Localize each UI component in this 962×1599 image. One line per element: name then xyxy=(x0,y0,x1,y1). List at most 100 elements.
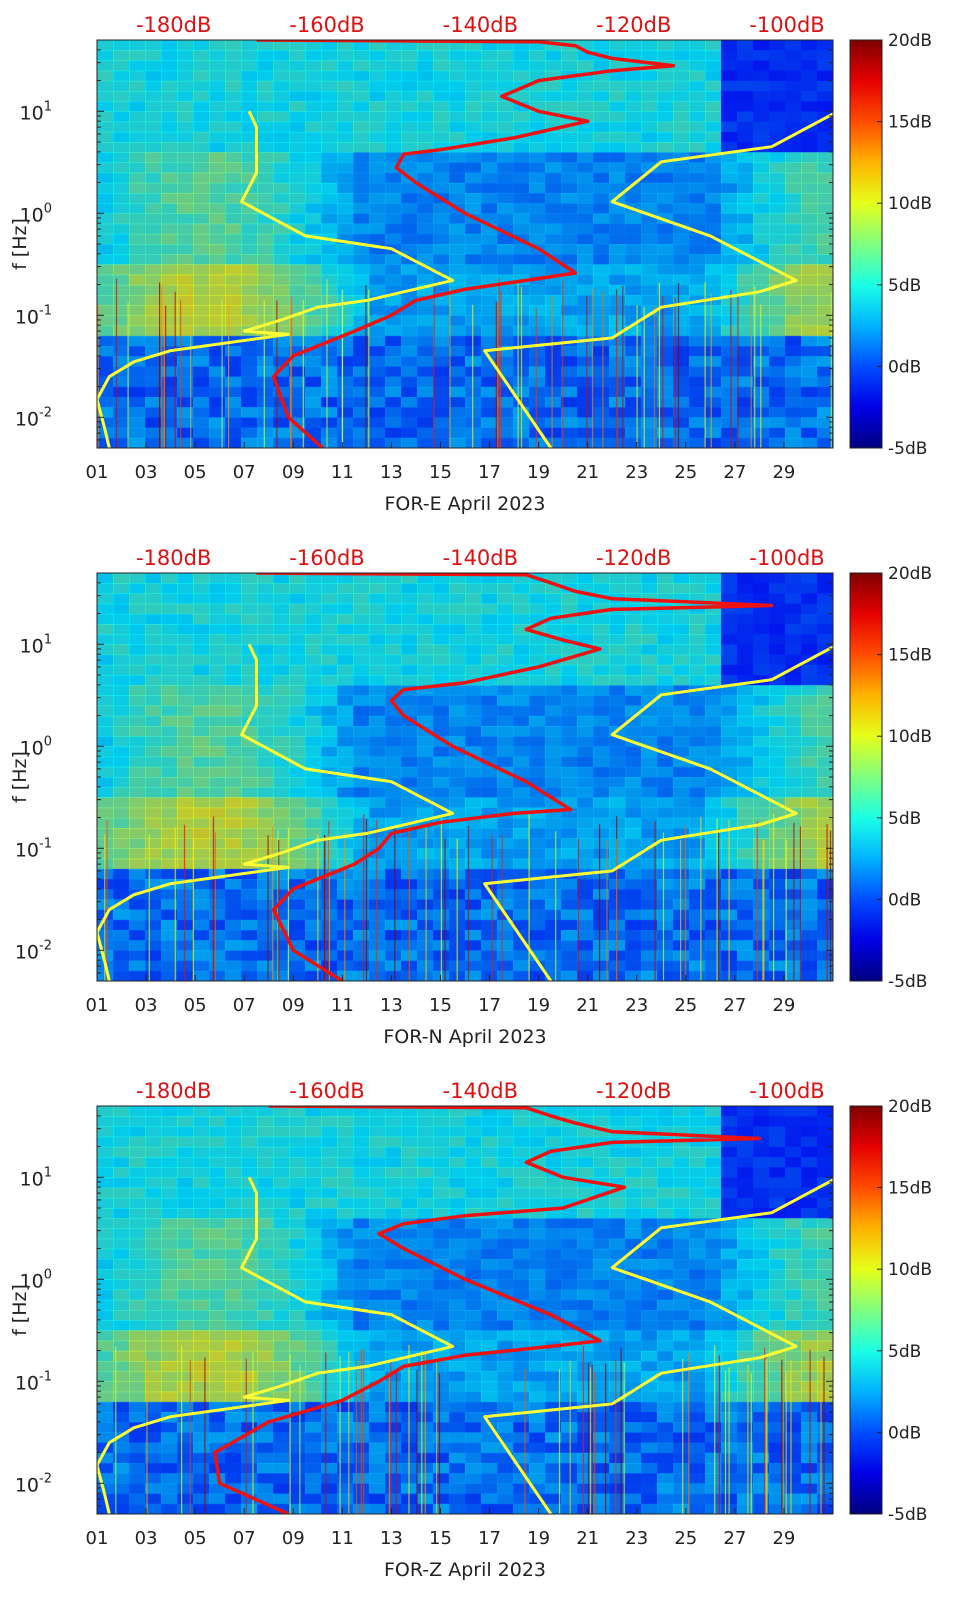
spectrogram-cell xyxy=(433,244,450,255)
spectrogram-cell xyxy=(161,182,178,194)
spectrogram-cell xyxy=(545,940,562,951)
spectrogram-cell xyxy=(193,1279,210,1291)
spectrogram-cell xyxy=(689,644,706,656)
spectrogram-cell xyxy=(209,797,226,809)
spectrogram-cell xyxy=(241,1228,258,1240)
spectrogram-cell xyxy=(785,685,802,696)
spectrogram-cell xyxy=(641,213,658,225)
spectrogram-cell xyxy=(177,325,194,337)
spectrogram-cell xyxy=(129,142,146,153)
spectrogram-cell xyxy=(385,417,402,429)
spectrogram-cell xyxy=(817,213,833,225)
spectrogram-cell xyxy=(401,407,418,418)
spectrogram-cell xyxy=(481,787,498,798)
spectrogram-cell xyxy=(417,838,434,849)
spectrogram-cell xyxy=(433,736,450,747)
spectrogram-cell xyxy=(193,1238,210,1250)
spectrogram-cell xyxy=(625,346,642,357)
spectrogram-cell xyxy=(417,1126,434,1138)
spectrogram-cell xyxy=(737,664,754,676)
spectrogram-cell xyxy=(689,233,706,245)
spectrogram-cell xyxy=(273,695,290,707)
spectrogram-cell xyxy=(113,675,130,686)
spectrogram-cell xyxy=(209,1330,226,1342)
spectrogram-cell xyxy=(817,726,833,737)
spectrogram-cell xyxy=(417,828,434,839)
spectrogram-cell xyxy=(321,244,338,255)
spectrogram-cell xyxy=(561,807,578,819)
spectrogram-cell xyxy=(705,654,722,666)
spectrogram-cell xyxy=(305,152,322,163)
spectrogram-cell xyxy=(545,346,562,357)
spectrogram-cell xyxy=(257,172,274,184)
spectrogram-cell xyxy=(481,766,498,778)
series-line-1 xyxy=(483,112,833,448)
spectrogram-cell xyxy=(737,787,754,798)
spectrogram-cell xyxy=(401,335,418,347)
spectrogram-cell xyxy=(225,295,242,306)
spectrogram-cell xyxy=(689,40,706,51)
spectrogram-cell xyxy=(241,889,258,900)
spectrogram-cell xyxy=(289,889,306,900)
spectrogram-cell xyxy=(369,223,386,235)
spectrogram-cell xyxy=(337,726,354,737)
spectrogram-cell xyxy=(337,162,354,174)
spectrogram-cell xyxy=(145,162,162,174)
spectrogram-cell xyxy=(497,325,514,337)
x-tick-label: 07 xyxy=(233,995,256,1016)
x-tick-label: 19 xyxy=(527,462,550,483)
spectrogram-cell xyxy=(145,940,162,951)
spectrogram-cell xyxy=(465,868,482,880)
spectrogram-cell xyxy=(353,325,370,337)
spectrogram-cell xyxy=(161,848,178,860)
spectrogram-cell xyxy=(161,1106,178,1117)
spectrogram-cell xyxy=(161,868,178,880)
spectrogram-cell xyxy=(337,695,354,707)
spectrogram-cell xyxy=(369,1228,386,1240)
spectrogram-cell xyxy=(417,960,434,972)
spectrogram-cell xyxy=(753,244,770,255)
spectrogram-cell xyxy=(417,777,434,788)
spectrogram-cell xyxy=(97,325,114,337)
spectrogram-cell xyxy=(129,930,146,941)
spectrogram-cell xyxy=(737,70,754,82)
spectrogram-cell xyxy=(529,787,546,798)
spectrogram-cell xyxy=(129,1248,146,1260)
spectrogram-cell xyxy=(417,1106,434,1117)
spectrogram-cell xyxy=(737,142,754,153)
spectrogram-cell xyxy=(497,172,514,184)
spectrogram-cell xyxy=(593,70,610,82)
spectrogram-cell xyxy=(321,366,338,378)
spectrogram-cell xyxy=(145,1401,162,1413)
spectrogram-cell xyxy=(321,376,338,388)
spectrogram-cell xyxy=(433,91,450,102)
spectrogram-cell xyxy=(401,797,418,809)
spectrogram-cell xyxy=(225,817,242,829)
spectrogram-cell xyxy=(449,121,466,133)
spectrogram-cell xyxy=(449,593,466,605)
spectrogram-cell xyxy=(625,787,642,798)
spectrogram-cell xyxy=(225,397,242,408)
spectrogram-cell xyxy=(385,797,402,809)
spectrogram-cell xyxy=(625,899,642,911)
spectrogram-cell xyxy=(529,376,546,388)
spectrogram-cell xyxy=(449,1146,466,1158)
spectrogram-cell xyxy=(321,726,338,737)
spectrogram-cell xyxy=(193,223,210,235)
spectrogram-cell xyxy=(97,233,114,245)
spectrogram-cell xyxy=(529,817,546,829)
spectrogram-cell xyxy=(113,1350,130,1362)
spectrogram-cell xyxy=(641,807,658,819)
spectrogram-cell xyxy=(177,70,194,82)
spectrogram-cell xyxy=(129,1167,146,1178)
spectrogram-cell xyxy=(417,909,434,921)
spectrogram-cell xyxy=(225,152,242,163)
spectrogram-cell xyxy=(385,675,402,686)
spectrogram-cell xyxy=(273,1401,290,1413)
spectrogram-cell xyxy=(593,80,610,92)
spectrogram-cell xyxy=(273,746,290,758)
spectrogram-cell xyxy=(305,295,322,306)
spectrogram-cell xyxy=(593,101,610,112)
spectrogram-cell xyxy=(417,417,434,429)
spectrogram-cell xyxy=(113,664,130,676)
